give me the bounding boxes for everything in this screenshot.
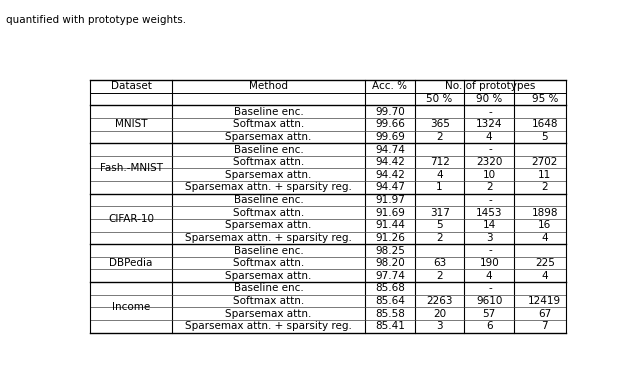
Text: 5: 5 [436, 220, 443, 230]
Text: Softmax attn.: Softmax attn. [233, 296, 304, 306]
Text: 91.69: 91.69 [375, 208, 405, 218]
Text: 1: 1 [436, 182, 443, 192]
Text: 90 %: 90 % [476, 94, 502, 104]
Text: Softmax attn.: Softmax attn. [233, 157, 304, 167]
Text: Sparsemax attn. + sparsity reg.: Sparsemax attn. + sparsity reg. [185, 182, 352, 192]
Text: 365: 365 [429, 119, 449, 129]
Text: 10: 10 [483, 170, 496, 180]
Text: 85.41: 85.41 [375, 321, 405, 331]
Text: Baseline enc.: Baseline enc. [234, 284, 303, 293]
Text: 2702: 2702 [532, 157, 558, 167]
Text: 2: 2 [436, 271, 443, 281]
Text: Sparsemax attn.: Sparsemax attn. [225, 170, 312, 180]
Text: 85.64: 85.64 [375, 296, 405, 306]
Text: 4: 4 [486, 132, 493, 142]
Text: Sparsemax attn. + sparsity reg.: Sparsemax attn. + sparsity reg. [185, 233, 352, 243]
Text: 1324: 1324 [476, 119, 502, 129]
Text: 94.74: 94.74 [375, 144, 405, 155]
Text: 3: 3 [436, 321, 443, 331]
Text: Softmax attn.: Softmax attn. [233, 119, 304, 129]
Text: 4: 4 [541, 271, 548, 281]
Text: -: - [488, 245, 492, 256]
Text: Baseline enc.: Baseline enc. [234, 195, 303, 205]
Text: 50 %: 50 % [426, 94, 452, 104]
Text: 7: 7 [541, 321, 548, 331]
Text: 16: 16 [538, 220, 552, 230]
Text: Sparsemax attn.: Sparsemax attn. [225, 271, 312, 281]
Text: 91.44: 91.44 [375, 220, 405, 230]
Text: CIFAR-10: CIFAR-10 [108, 214, 154, 224]
Text: 4: 4 [436, 170, 443, 180]
Text: 5: 5 [541, 132, 548, 142]
Text: 2263: 2263 [426, 296, 453, 306]
Text: 2: 2 [486, 182, 493, 192]
Text: 2320: 2320 [476, 157, 502, 167]
Text: 95 %: 95 % [532, 94, 558, 104]
Text: Baseline enc.: Baseline enc. [234, 107, 303, 116]
Text: 97.74: 97.74 [375, 271, 405, 281]
Text: No. of prototypes: No. of prototypes [445, 81, 536, 91]
Text: 4: 4 [541, 233, 548, 243]
Text: 1898: 1898 [531, 208, 558, 218]
Text: -: - [488, 144, 492, 155]
Text: Acc. %: Acc. % [372, 81, 408, 91]
Text: quantified with prototype weights.: quantified with prototype weights. [6, 15, 186, 25]
Text: 67: 67 [538, 309, 552, 319]
Text: Sparsemax attn.: Sparsemax attn. [225, 220, 312, 230]
Text: 2: 2 [436, 132, 443, 142]
Text: Income: Income [112, 302, 150, 313]
Text: 3: 3 [486, 233, 493, 243]
Text: 63: 63 [433, 258, 446, 268]
Text: 99.69: 99.69 [375, 132, 405, 142]
Text: 94.42: 94.42 [375, 170, 405, 180]
Text: 99.70: 99.70 [375, 107, 405, 116]
Text: Softmax attn.: Softmax attn. [233, 258, 304, 268]
Text: 14: 14 [483, 220, 496, 230]
Text: 94.47: 94.47 [375, 182, 405, 192]
Text: Method: Method [249, 81, 288, 91]
Text: 9610: 9610 [476, 296, 502, 306]
Text: -: - [488, 284, 492, 293]
Text: Softmax attn.: Softmax attn. [233, 208, 304, 218]
Text: 99.66: 99.66 [375, 119, 405, 129]
Text: 85.58: 85.58 [375, 309, 405, 319]
Text: Baseline enc.: Baseline enc. [234, 245, 303, 256]
Text: 6: 6 [486, 321, 493, 331]
Text: 4: 4 [486, 271, 493, 281]
Text: 712: 712 [429, 157, 449, 167]
Text: 94.42: 94.42 [375, 157, 405, 167]
Text: Baseline enc.: Baseline enc. [234, 144, 303, 155]
Text: Sparsemax attn.: Sparsemax attn. [225, 309, 312, 319]
Text: 91.97: 91.97 [375, 195, 405, 205]
Text: Fash.-MNIST: Fash.-MNIST [100, 164, 163, 173]
Text: 98.20: 98.20 [375, 258, 405, 268]
Text: Sparsemax attn. + sparsity reg.: Sparsemax attn. + sparsity reg. [185, 321, 352, 331]
Text: Sparsemax attn.: Sparsemax attn. [225, 132, 312, 142]
Text: 190: 190 [479, 258, 499, 268]
Text: 85.68: 85.68 [375, 284, 405, 293]
Text: 11: 11 [538, 170, 552, 180]
Text: MNIST: MNIST [115, 119, 147, 129]
Text: 2: 2 [541, 182, 548, 192]
Text: 12419: 12419 [528, 296, 561, 306]
Text: 57: 57 [483, 309, 496, 319]
Text: 98.25: 98.25 [375, 245, 405, 256]
Text: -: - [488, 107, 492, 116]
Text: 317: 317 [429, 208, 449, 218]
Text: 1648: 1648 [531, 119, 558, 129]
Text: Dataset: Dataset [111, 81, 152, 91]
Text: DBPedia: DBPedia [109, 258, 153, 268]
Text: 1453: 1453 [476, 208, 502, 218]
Text: 91.26: 91.26 [375, 233, 405, 243]
Text: 20: 20 [433, 309, 446, 319]
Text: 2: 2 [436, 233, 443, 243]
Text: 225: 225 [535, 258, 555, 268]
Text: -: - [488, 195, 492, 205]
